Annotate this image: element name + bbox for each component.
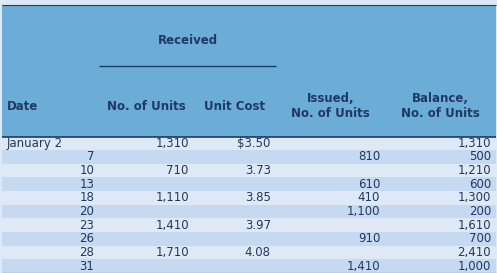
Text: 600: 600 xyxy=(469,178,491,191)
Text: 1,210: 1,210 xyxy=(457,164,491,177)
Text: 710: 710 xyxy=(166,164,189,177)
Text: January 2: January 2 xyxy=(6,137,63,150)
Text: Unit Cost: Unit Cost xyxy=(204,100,265,113)
Text: 23: 23 xyxy=(80,219,94,232)
Bar xyxy=(2,191,496,205)
Bar xyxy=(2,164,496,177)
Text: 3.85: 3.85 xyxy=(245,191,271,204)
Text: Received: Received xyxy=(158,34,218,48)
Bar xyxy=(2,5,496,136)
Text: 1,300: 1,300 xyxy=(458,191,491,204)
Bar xyxy=(2,259,496,273)
Text: 31: 31 xyxy=(80,260,94,273)
Text: 1,100: 1,100 xyxy=(347,205,380,218)
Text: 1,110: 1,110 xyxy=(155,191,189,204)
Text: Balance,
No. of Units: Balance, No. of Units xyxy=(401,93,480,120)
Text: 610: 610 xyxy=(358,178,380,191)
Bar xyxy=(2,218,496,232)
Text: 7: 7 xyxy=(87,150,94,164)
Text: 2,410: 2,410 xyxy=(457,246,491,259)
Text: 1,410: 1,410 xyxy=(155,219,189,232)
Text: 700: 700 xyxy=(469,232,491,245)
Text: 810: 810 xyxy=(358,150,380,164)
Text: 3.73: 3.73 xyxy=(245,164,271,177)
Bar xyxy=(2,246,496,259)
Bar xyxy=(2,150,496,164)
Text: 26: 26 xyxy=(80,232,94,245)
Bar xyxy=(2,177,496,191)
Text: 500: 500 xyxy=(469,150,491,164)
Text: 10: 10 xyxy=(80,164,94,177)
Text: 3.97: 3.97 xyxy=(245,219,271,232)
Text: 1,310: 1,310 xyxy=(458,137,491,150)
Bar xyxy=(2,136,496,150)
Text: 1,310: 1,310 xyxy=(156,137,189,150)
Bar xyxy=(2,205,496,218)
Text: 910: 910 xyxy=(358,232,380,245)
Text: 28: 28 xyxy=(80,246,94,259)
Text: 200: 200 xyxy=(469,205,491,218)
Text: $3.50: $3.50 xyxy=(238,137,271,150)
Bar xyxy=(2,232,496,246)
Text: 1,000: 1,000 xyxy=(458,260,491,273)
Text: 410: 410 xyxy=(358,191,380,204)
Text: No. of Units: No. of Units xyxy=(107,100,186,113)
Text: Date: Date xyxy=(6,100,38,113)
Text: 13: 13 xyxy=(80,178,94,191)
Text: 20: 20 xyxy=(80,205,94,218)
Text: Issued,
No. of Units: Issued, No. of Units xyxy=(291,93,370,120)
Text: 18: 18 xyxy=(80,191,94,204)
Text: 4.08: 4.08 xyxy=(245,246,271,259)
Text: 1,610: 1,610 xyxy=(457,219,491,232)
Text: 1,710: 1,710 xyxy=(155,246,189,259)
Text: 1,410: 1,410 xyxy=(346,260,380,273)
